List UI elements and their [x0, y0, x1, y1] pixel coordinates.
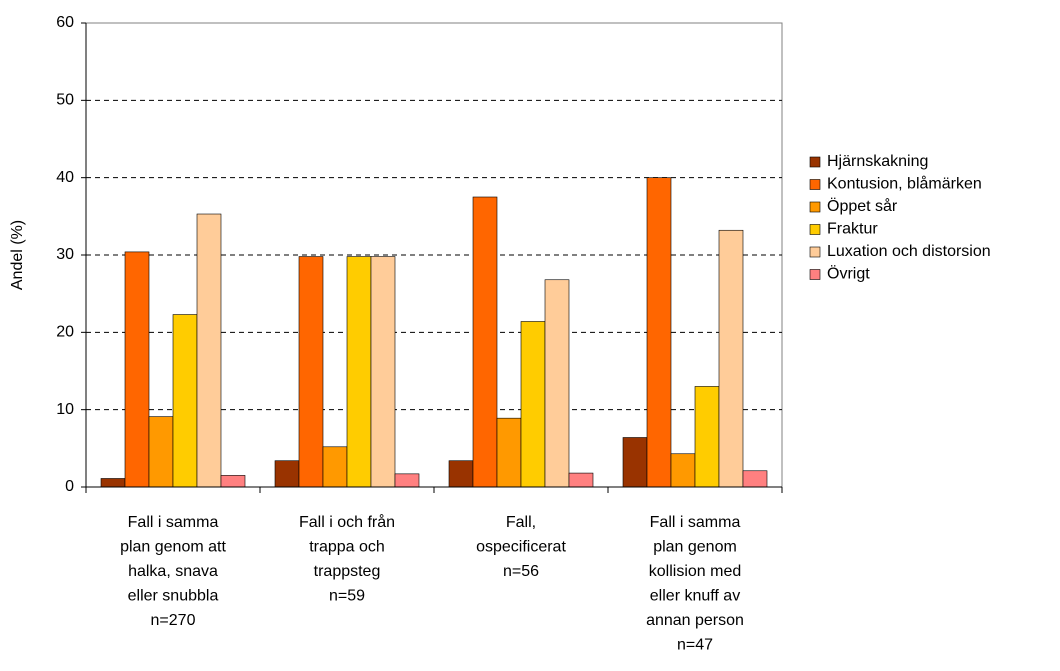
legend-label: Kontusion, blåmärken [827, 175, 982, 193]
bar [718, 229, 744, 488]
x-tick-label-line: kollision med [649, 563, 741, 580]
bar [646, 177, 672, 488]
x-tick-label-line: eller snubbla [128, 588, 219, 605]
legend-swatch [809, 179, 821, 190]
legend-swatch [809, 224, 821, 235]
x-tick-label-line: eller knuff av [650, 588, 740, 605]
bar [322, 446, 348, 488]
x-tick-label-line: plan genom [653, 539, 737, 556]
legend-label: Luxation och distorsion [827, 243, 991, 260]
legend-swatch [809, 269, 821, 280]
bar [370, 256, 396, 488]
bar [274, 460, 300, 488]
x-tick-label-line: n=59 [329, 588, 365, 605]
x-tick-label-line: Fall, [506, 514, 536, 531]
legend-label: Fraktur [827, 221, 878, 238]
x-tick-label: Fall i samma plan genom kollision med eller… [646, 514, 744, 654]
legend-label: Övrigt [827, 265, 870, 283]
x-tick-label: Fall, ospecificerat n=56 [476, 514, 566, 580]
x-tick-label: Fall i och från trappa och trappsteg n=59 [299, 513, 395, 605]
x-tick-label-line: ospecificerat [476, 539, 566, 556]
bar [148, 416, 174, 488]
legend-swatch [809, 201, 821, 213]
y-tick-label: 20 [56, 324, 74, 341]
bar [220, 475, 246, 488]
y-tick-label: 30 [56, 246, 74, 263]
x-tick-label-line: Fall i och från [299, 513, 395, 531]
y-tick-label: 10 [56, 401, 74, 418]
bar [298, 256, 324, 488]
legend-swatch [809, 246, 821, 258]
y-tick-label: 40 [56, 169, 74, 186]
bar [670, 453, 696, 488]
bar [520, 321, 546, 488]
bar [472, 196, 498, 488]
legend-label: Hjärnskakning [827, 153, 928, 170]
x-tick-label-line: trappsteg [314, 563, 381, 580]
y-axis-label: Andel (%) [9, 220, 26, 290]
bar [394, 473, 420, 488]
bar [124, 251, 150, 488]
bar [448, 460, 474, 488]
x-tick-label-line: halka, snava [128, 563, 218, 580]
x-tick-label-line: n=47 [677, 637, 713, 654]
bar [196, 213, 222, 488]
x-tick-label-line: plan genom att [120, 539, 226, 556]
bar [100, 478, 126, 488]
bar [622, 437, 648, 488]
legend-label: Öppet sår [827, 197, 898, 215]
y-tick-label: 0 [65, 478, 74, 495]
bar [694, 386, 720, 488]
bar [346, 256, 372, 488]
bar [172, 314, 198, 488]
x-tick-label-line: trappa och [309, 539, 385, 556]
bar [568, 472, 594, 488]
x-tick-label-line: annan person [646, 612, 744, 629]
y-tick-label: 60 [56, 14, 74, 31]
x-tick-label-line: Fall i samma [650, 514, 741, 531]
legend-swatch [809, 156, 821, 168]
x-tick-label-line: n=56 [503, 563, 539, 580]
y-tick-label: 50 [56, 92, 74, 109]
bar [742, 470, 768, 488]
bar [544, 279, 570, 488]
x-tick-label-line: Fall i samma [128, 514, 219, 531]
bar [496, 417, 522, 488]
x-tick-label: Fall i samma plan genom att halka, snava el… [120, 514, 226, 629]
x-tick-label-line: n=270 [151, 612, 196, 629]
